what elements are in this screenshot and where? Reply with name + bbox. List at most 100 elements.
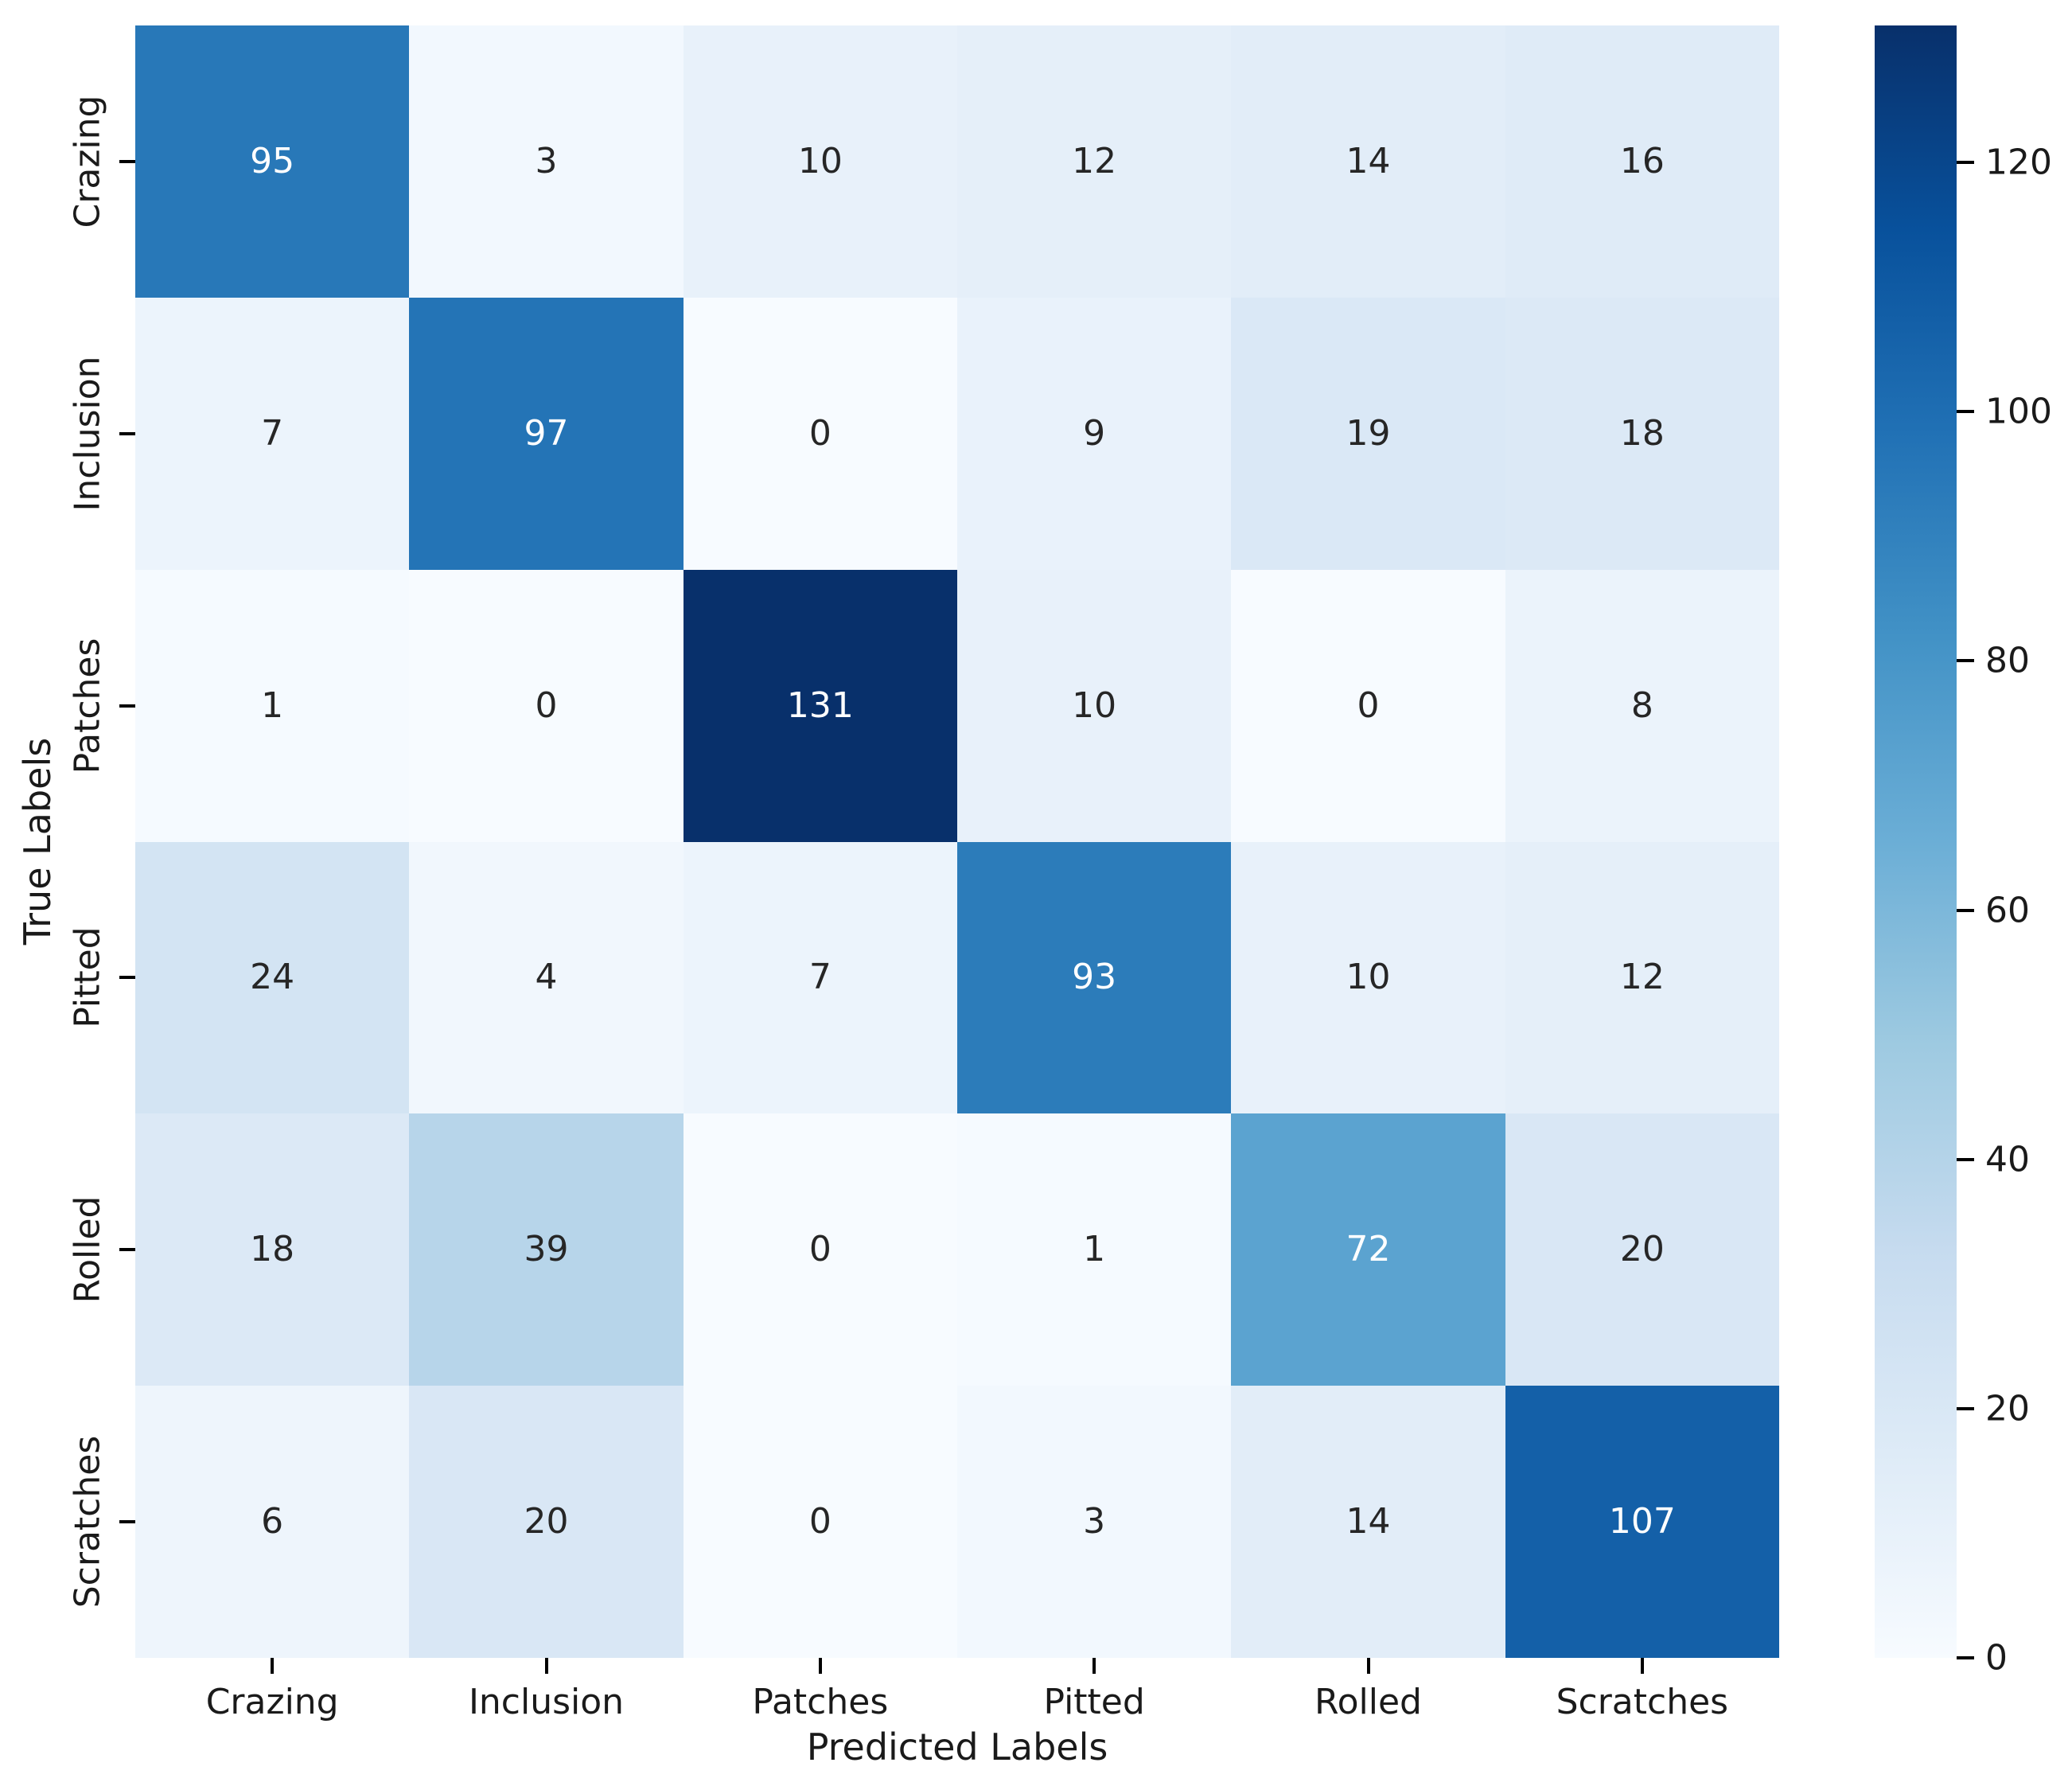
cell-value: 95 <box>250 140 295 181</box>
heatmap-cell-scratches-crazing: 6 <box>135 1386 410 1658</box>
heatmap-cell-crazing-crazing: 95 <box>135 25 410 298</box>
cell-value: 39 <box>524 1229 569 1270</box>
colorbar-tick-label: 60 <box>1985 890 2030 931</box>
heatmap-cell-rolled-rolled: 72 <box>1231 1113 1505 1386</box>
cell-value: 10 <box>797 140 843 181</box>
cell-value: 10 <box>1072 684 1117 726</box>
heatmap-cell-scratches-rolled: 14 <box>1231 1386 1505 1658</box>
cell-value: 9 <box>1083 412 1106 454</box>
heatmap-cell-pitted-inclusion: 4 <box>409 841 684 1114</box>
cell-value: 1 <box>261 684 284 726</box>
heatmap-cell-patches-patches: 131 <box>683 569 957 842</box>
colorbar-tick-label: 40 <box>1985 1139 2030 1180</box>
cell-value: 7 <box>261 412 284 454</box>
heatmap-cell-pitted-crazing: 24 <box>135 841 410 1114</box>
colorbar-tick-mark <box>1957 1406 1974 1410</box>
y-tick-label-rolled: Rolled <box>67 1195 108 1304</box>
x-tick-mark <box>818 1658 822 1674</box>
x-tick-label-crazing: Crazing <box>205 1682 339 1722</box>
heatmap-cell-inclusion-scratches: 18 <box>1505 297 1779 570</box>
cell-value: 8 <box>1630 684 1653 726</box>
cell-value: 0 <box>808 1501 832 1542</box>
cell-value: 0 <box>1357 684 1380 726</box>
x-tick-mark <box>1366 1658 1370 1674</box>
colorbar-tick-mark <box>1957 1656 1974 1659</box>
colorbar-tick-label: 120 <box>1985 142 2052 183</box>
heatmap-cell-pitted-scratches: 12 <box>1505 841 1779 1114</box>
cell-value: 24 <box>250 957 295 998</box>
cell-value: 7 <box>808 957 832 998</box>
x-tick-label-rolled: Rolled <box>1314 1682 1422 1722</box>
colorbar-tick-mark <box>1957 161 1974 165</box>
cell-value: 18 <box>250 1229 295 1270</box>
cell-value: 3 <box>535 140 558 181</box>
cell-value: 12 <box>1619 957 1665 998</box>
colorbar-tick-label: 0 <box>1985 1637 2008 1679</box>
cell-value: 10 <box>1346 957 1391 998</box>
cell-value: 0 <box>808 412 832 454</box>
x-tick-mark <box>271 1658 275 1674</box>
x-tick-label-patches: Patches <box>752 1682 889 1722</box>
cell-value: 14 <box>1346 140 1391 181</box>
cell-value: 97 <box>524 412 569 454</box>
heatmap-cell-rolled-patches: 0 <box>683 1113 957 1386</box>
cell-value: 12 <box>1072 140 1117 181</box>
heatmap-cell-patches-pitted: 10 <box>957 569 1232 842</box>
y-axis-title: True Labels <box>16 737 59 946</box>
y-tick-mark <box>119 704 135 708</box>
heatmap-cell-crazing-inclusion: 3 <box>409 25 684 298</box>
cell-value: 6 <box>261 1501 284 1542</box>
heatmap-cell-inclusion-patches: 0 <box>683 297 957 570</box>
y-tick-mark <box>119 976 135 980</box>
heatmap-cell-scratches-scratches: 107 <box>1505 1386 1779 1658</box>
y-tick-label-scratches: Scratches <box>67 1435 108 1609</box>
cell-value: 18 <box>1619 412 1665 454</box>
colorbar <box>1875 25 1957 1658</box>
colorbar-tick-label: 80 <box>1985 640 2030 681</box>
heatmap-cell-pitted-patches: 7 <box>683 841 957 1114</box>
cell-value: 0 <box>808 1229 832 1270</box>
heatmap-cell-inclusion-rolled: 19 <box>1231 297 1505 570</box>
heatmap-cell-inclusion-inclusion: 97 <box>409 297 684 570</box>
heatmap-cell-scratches-inclusion: 20 <box>409 1386 684 1658</box>
x-axis-title: Predicted Labels <box>806 1726 1108 1768</box>
cell-value: 20 <box>1619 1229 1665 1270</box>
heatmap-cell-rolled-inclusion: 39 <box>409 1113 684 1386</box>
heatmap-cell-patches-crazing: 1 <box>135 569 410 842</box>
cell-value: 93 <box>1072 957 1117 998</box>
heatmap-cell-patches-scratches: 8 <box>1505 569 1779 842</box>
cell-value: 1 <box>1083 1229 1106 1270</box>
heatmap-cell-inclusion-pitted: 9 <box>957 297 1232 570</box>
heatmap-cell-rolled-scratches: 20 <box>1505 1113 1779 1386</box>
heatmap-cell-patches-inclusion: 0 <box>409 569 684 842</box>
colorbar-tick-mark <box>1957 1157 1974 1161</box>
cell-value: 72 <box>1346 1229 1391 1270</box>
x-tick-mark <box>1640 1658 1644 1674</box>
cell-value: 19 <box>1346 412 1391 454</box>
heatmap-cell-crazing-rolled: 14 <box>1231 25 1505 298</box>
colorbar-tick-label: 100 <box>1985 391 2052 432</box>
colorbar-tick-mark <box>1957 659 1974 663</box>
heatmap-plot: 95 3 10 12 14 16 7 97 0 9 19 18 1 0 131 10 0 8 24 4 7 93 10 12 1… <box>135 25 1779 1658</box>
cell-value: 16 <box>1619 140 1665 181</box>
heatmap-cell-patches-rolled: 0 <box>1231 569 1505 842</box>
cell-value: 107 <box>1608 1501 1676 1542</box>
x-tick-label-scratches: Scratches <box>1556 1682 1729 1722</box>
heatmap-cell-scratches-patches: 0 <box>683 1386 957 1658</box>
colorbar-tick-mark <box>1957 908 1974 912</box>
y-tick-mark <box>119 159 135 163</box>
heatmap-cell-pitted-rolled: 10 <box>1231 841 1505 1114</box>
cell-value: 4 <box>535 957 558 998</box>
cell-value: 14 <box>1346 1501 1391 1542</box>
y-tick-label-inclusion: Inclusion <box>67 356 108 512</box>
cell-value: 131 <box>786 684 854 726</box>
colorbar-tick-label: 20 <box>1985 1388 2030 1429</box>
cell-value: 0 <box>535 684 558 726</box>
heatmap-cell-inclusion-crazing: 7 <box>135 297 410 570</box>
heatmap-cell-rolled-pitted: 1 <box>957 1113 1232 1386</box>
heatmap-cell-crazing-pitted: 12 <box>957 25 1232 298</box>
heatmap-cell-crazing-patches: 10 <box>683 25 957 298</box>
y-tick-mark <box>119 431 135 435</box>
heatmap-cell-rolled-crazing: 18 <box>135 1113 410 1386</box>
